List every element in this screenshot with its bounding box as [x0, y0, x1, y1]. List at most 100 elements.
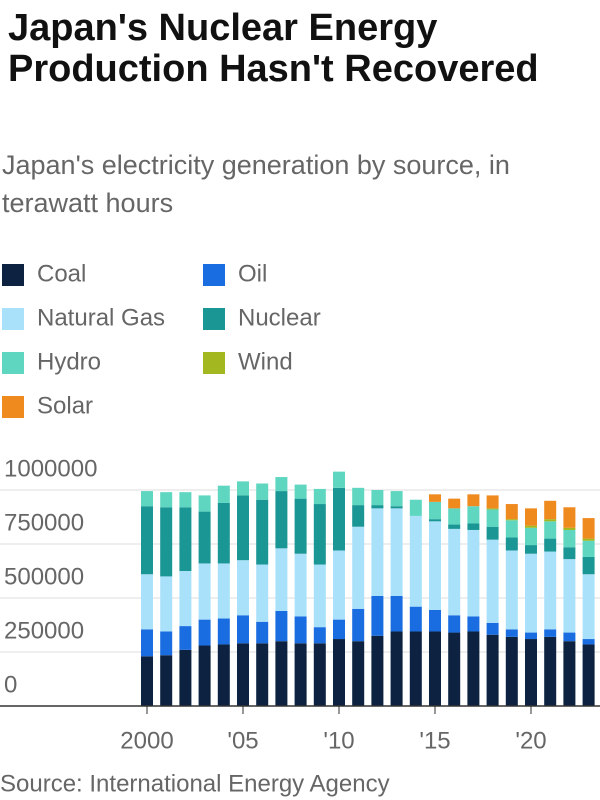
bar-segment	[217, 485, 230, 503]
legend-label: Oil	[238, 260, 267, 287]
bar-segment	[313, 564, 326, 628]
bar-segment	[371, 505, 384, 509]
bar-segment	[294, 553, 307, 617]
bar-segment	[237, 615, 249, 644]
bar-segment	[256, 621, 269, 644]
bar-segment	[333, 487, 345, 551]
bar-segment	[505, 520, 518, 538]
bar-segment	[582, 538, 595, 541]
bar-segment	[448, 615, 461, 633]
bar-segment	[409, 631, 422, 706]
bar-segment	[544, 521, 557, 539]
bar-segment	[563, 559, 576, 633]
bar-segment	[467, 616, 480, 632]
bar-segment	[486, 622, 499, 635]
bar-segment	[141, 656, 153, 706]
bar-segment	[237, 481, 249, 496]
x-tick-label: '15	[419, 727, 450, 754]
bar-segment	[429, 494, 441, 502]
bar-segment	[544, 636, 557, 706]
bar-segment	[294, 498, 307, 554]
bar-segment	[467, 506, 480, 524]
bar-segment	[256, 643, 269, 706]
bar-segment	[160, 631, 173, 656]
bar-segment	[275, 641, 288, 706]
y-tick-label: 250000	[4, 617, 84, 644]
bar-segment	[486, 495, 499, 509]
bar-segment	[371, 635, 384, 706]
x-tick-label: '05	[227, 727, 258, 754]
bar-segment	[371, 490, 384, 506]
bar-segment	[582, 644, 595, 706]
bar-segment	[275, 491, 288, 549]
legend-label: Wind	[238, 348, 293, 375]
bar-segment	[467, 529, 480, 617]
chart-title: Japan's Nuclear Energy Production Hasn't…	[8, 7, 539, 90]
bar-segment	[256, 483, 269, 500]
bar-segment	[333, 639, 345, 706]
bar-segment	[467, 631, 480, 706]
bar-segment	[544, 519, 557, 522]
bar-segment	[448, 498, 461, 509]
bar-segment	[409, 606, 422, 632]
bar-segment	[525, 525, 537, 528]
bar-segment	[525, 632, 537, 640]
bar-segment	[179, 626, 192, 650]
y-tick-label: 1000000	[4, 455, 97, 482]
bar-segment	[486, 526, 499, 540]
source: Source: International Energy Agency	[0, 770, 390, 797]
legend-swatch	[203, 308, 225, 330]
bar-segment	[217, 618, 230, 645]
bar-segment	[198, 511, 211, 564]
bar-segment	[141, 574, 153, 630]
chart-subtitle: Japan's electricity generation by source…	[2, 150, 510, 218]
bar-segment	[486, 509, 499, 527]
bar-segment	[352, 608, 365, 642]
bar-segment	[448, 508, 461, 525]
bar-segment	[429, 519, 441, 522]
y-tick-label: 500000	[4, 563, 84, 590]
x-tick-label: '10	[323, 727, 354, 754]
bar-segment	[217, 502, 230, 564]
bar-segment	[486, 508, 499, 510]
x-tick-label: 2000	[120, 727, 173, 754]
bar-segment	[486, 539, 499, 623]
bar-segment	[563, 547, 576, 560]
bar-segment	[217, 644, 230, 706]
x-tick-label: '20	[515, 727, 546, 754]
bar-segment	[141, 491, 153, 507]
bar-segment	[333, 471, 345, 488]
bar-segment	[313, 627, 326, 644]
bar-segment	[563, 632, 576, 642]
bar-segment	[352, 487, 365, 506]
bar-segment	[160, 492, 173, 508]
bar-segment	[505, 629, 518, 637]
bar-segment	[333, 619, 345, 640]
bar-segment	[352, 505, 365, 527]
bar-segment	[294, 643, 307, 706]
bar-segment	[179, 649, 192, 706]
bar-segment	[237, 643, 249, 706]
bar-segment	[275, 548, 288, 611]
bar-segment	[179, 571, 192, 627]
bar-segment	[294, 616, 307, 644]
bar-segment	[525, 508, 537, 526]
bar-segment	[525, 639, 537, 706]
bar-segment	[390, 491, 403, 507]
bar-segment	[429, 501, 441, 520]
bar-segment	[294, 484, 307, 499]
legend-swatch	[203, 264, 225, 286]
bar-segment	[563, 529, 576, 548]
legend-label: Solar	[37, 392, 93, 419]
bar-segment	[160, 655, 173, 706]
legend-swatch	[2, 264, 24, 286]
legend-swatch	[203, 352, 225, 374]
legend-label: Natural Gas	[37, 304, 165, 331]
bar-segment	[505, 519, 518, 521]
bar-segment	[352, 641, 365, 706]
bar-segment	[467, 494, 480, 507]
bar-segment	[448, 528, 461, 616]
bar-segment	[505, 537, 518, 551]
bar-segment	[390, 508, 403, 596]
